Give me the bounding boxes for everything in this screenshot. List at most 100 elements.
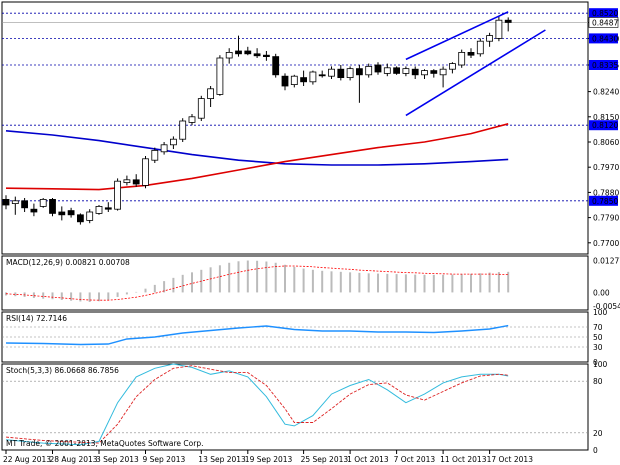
candle-bull (188, 116, 196, 123)
candle-bull (486, 35, 494, 42)
macd-axis-label-1: 0.00 (593, 288, 610, 297)
candle-bear (300, 77, 308, 83)
candle-bull (402, 68, 410, 74)
candle-bear (262, 54, 270, 58)
candle-bull (458, 52, 466, 66)
price-axis-label-6: 0.7970 (593, 163, 619, 172)
time-axis-label-1: 28 Aug 2013 (50, 455, 98, 464)
candle-bull (383, 67, 391, 74)
candle-bear (337, 68, 345, 78)
candle-bear (467, 52, 475, 56)
moving-average-slow (5, 130, 509, 166)
candle-bull (169, 138, 177, 146)
stoch-axis-label-0: 100 (593, 360, 608, 369)
level-badge-0 (589, 8, 618, 19)
level-badge-3 (589, 120, 618, 131)
price-axis-label-8: 0.7790 (593, 214, 619, 223)
candle-bull (179, 120, 187, 140)
stoch-axis-label-2: 20 (593, 429, 603, 438)
level-badge-1 (589, 33, 618, 44)
level-badge-label-0: 0.8520 (592, 9, 618, 18)
candle-bear (49, 198, 56, 214)
time-axis-label-0: 22 Aug 2013 (3, 455, 51, 464)
candle-bull (290, 75, 298, 85)
candle-bear (132, 179, 140, 185)
price-axis-label-9: 0.7700 (593, 239, 619, 248)
time-axis-label-8: 7 Oct 2013 (394, 455, 436, 464)
candle-bear (21, 200, 29, 209)
candle-bull (151, 149, 159, 161)
candle-bear (30, 208, 38, 213)
stoch-signal-line (5, 365, 509, 444)
candle-bear (235, 50, 242, 55)
current-price-label: 0.8487 (592, 18, 618, 27)
candle-bear (374, 64, 382, 73)
time-axis-label-7: 1 Oct 2013 (347, 455, 389, 464)
time-axis-label-3: 9 Sep 2013 (143, 455, 186, 464)
rsi-axis-label-1: 70 (593, 323, 603, 332)
candle-bear (104, 207, 112, 210)
candle-bull (197, 98, 205, 119)
candle-bull (216, 57, 224, 95)
level-badge-label-3: 0.8120 (592, 121, 618, 130)
time-axis-label-2: 3 Sep 2013 (96, 455, 139, 464)
candle-bear (244, 50, 252, 55)
candle-bull (11, 200, 19, 205)
level-badge-2 (589, 60, 618, 70)
candle-bull (476, 40, 484, 55)
time-axis-label-10: 17 Oct 2013 (487, 455, 534, 464)
channel-upper-line (405, 11, 509, 61)
stoch-main-line (5, 363, 509, 446)
price-axis-label-7: 0.7880 (593, 188, 619, 197)
candle-bull (86, 211, 94, 221)
current-price-badge (588, 17, 619, 28)
candle-bull (439, 68, 447, 76)
candle-bull (346, 68, 354, 78)
candle-bull (309, 71, 317, 83)
channel-lower-line (405, 29, 546, 117)
time-axis-label-4: 13 Sep 2013 (198, 455, 246, 464)
price-axis-label-3: 0.8240 (593, 88, 619, 97)
candle-bull (39, 198, 47, 207)
candle-bull (123, 179, 131, 184)
rsi-label: RSI(14) 72.7146 (6, 314, 67, 323)
level-badge-label-1: 0.8430 (592, 34, 618, 43)
stoch-label: Stoch(5,3,3) 86.0668 86.7856 (6, 366, 119, 375)
candle-bear (430, 70, 438, 74)
rsi-axis-label-3: 30 (593, 343, 603, 352)
time-axis-label-6: 25 Sep 2013 (301, 455, 349, 464)
rsi-line (5, 324, 509, 346)
candle-bull (142, 158, 149, 186)
level-badge-4 (589, 195, 618, 206)
candle-bull (448, 63, 456, 70)
candle-bear (318, 74, 326, 77)
stoch-axis-label-3: 0 (593, 446, 598, 455)
copyright-text: MT Trade, © 2001-2013, MetaQuotes Softwa… (6, 439, 203, 448)
stoch-panel-frame (1, 363, 589, 451)
level-badge-label-4: 0.7850 (592, 197, 618, 206)
candle-bull (328, 68, 335, 77)
candle-bear (253, 53, 261, 57)
candle-bear (67, 210, 75, 216)
candle-bear (504, 19, 512, 23)
time-axis-label-5: 19 Sep 2013 (245, 455, 293, 464)
candle-bear (281, 75, 289, 87)
candle-bull (225, 52, 233, 59)
macd-axis-label-2: -0.00546 (593, 302, 620, 311)
candle-bear (355, 68, 363, 76)
candle-bull (421, 70, 428, 76)
candle-bear (58, 211, 66, 216)
time-axis-label-9: 11 Oct 2013 (440, 455, 487, 464)
candle-bull (365, 66, 373, 76)
candle-bear (77, 214, 84, 223)
macd-label: MACD(12,26,9) 0.00821 0.00708 (6, 258, 130, 267)
candle-bull (207, 88, 215, 100)
price-axis-label-5: 0.8060 (593, 138, 619, 147)
candle-bull (95, 205, 103, 214)
rsi-axis-label-2: 50 (593, 333, 603, 342)
candle-bear (2, 198, 10, 206)
moving-average-fast (5, 123, 509, 191)
rsi-axis-label-0: 100 (593, 308, 608, 317)
macd-axis-label-0: 0.01277 (593, 256, 620, 265)
